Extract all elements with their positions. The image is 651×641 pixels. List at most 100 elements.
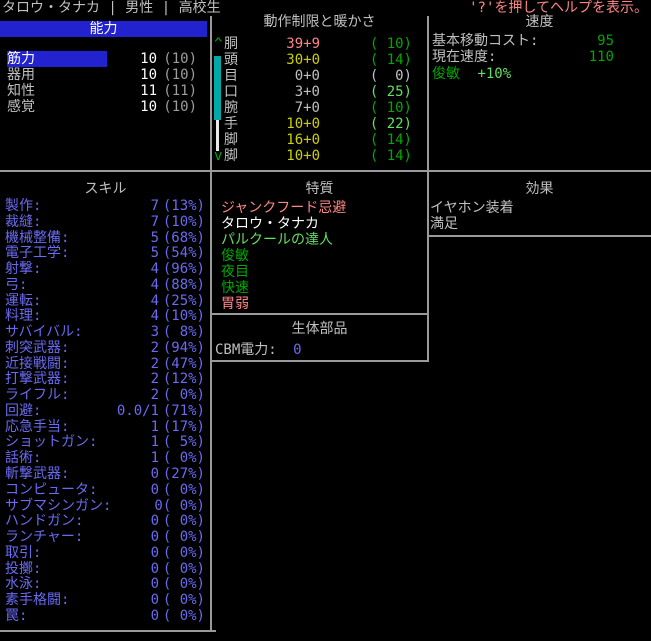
body-part-label: 頭	[224, 52, 238, 68]
skill-level: 0	[150, 466, 159, 483]
skill-label: 回避:	[5, 402, 42, 419]
encumbrance-row[interactable]: ^ 胴 39+9 ( 10)	[211, 36, 428, 52]
stat-label: 筋力	[7, 51, 107, 67]
stat-max-value: (10)	[163, 99, 197, 115]
skill-row[interactable]: 取引: 0( 0%)	[0, 544, 211, 562]
skill-row[interactable]: ショットガン: 1( 5%)	[0, 435, 211, 451]
skill-progress: (54%)	[162, 245, 205, 262]
skill-level: 0.0/1	[116, 402, 159, 419]
skill-progress: (88%)	[162, 276, 205, 293]
speed-row-value: 95	[597, 33, 614, 49]
trait-item[interactable]: パルクールの達人	[221, 232, 333, 248]
speed-row: 基本移動コスト: 95	[428, 33, 651, 49]
encumbrance-row[interactable]: 脚 16+0 ( 14)	[211, 132, 428, 148]
skill-row[interactable]: 製作: 7 (13%)	[0, 198, 211, 215]
skill-label: 刺突武器:	[5, 339, 70, 356]
trait-item[interactable]: 夜目	[221, 264, 249, 280]
skill-progress: (10%)	[162, 213, 205, 230]
skill-row[interactable]: ライフル: 2( 0%)	[0, 387, 211, 404]
encumbrance-row[interactable]: 口 3+0 ( 25)	[211, 84, 428, 100]
skill-label: 製作:	[5, 198, 42, 214]
trait-item[interactable]: 快速	[221, 280, 249, 296]
skill-row[interactable]: 素手格闘: 0( 0%)	[0, 592, 211, 609]
help-hint: '?'を押してヘルプを表示。	[469, 0, 648, 16]
skill-progress: (10%)	[162, 308, 205, 325]
skill-row[interactable]: サブマシンガン: 0( 0%)	[0, 497, 211, 515]
skill-progress: ( 5%)	[162, 434, 205, 451]
skill-label: 電子工学:	[5, 245, 70, 262]
stat-row[interactable]: 知性 11 (11)	[0, 83, 211, 99]
encumbrance-row[interactable]: 腕 7+0 ( 10)	[211, 100, 428, 116]
skill-row[interactable]: 打撃武器: 2 (12%)	[0, 372, 211, 388]
skill-row[interactable]: 話術: 1( 0%)	[0, 450, 211, 467]
skill-progress: (71%)	[162, 402, 205, 419]
trait-item[interactable]: 胃弱	[221, 296, 249, 312]
speed-panel: 速度 基本移動コスト: 95 現在速度: 110 俊敏 +10%	[428, 14, 651, 170]
skill-row[interactable]: 裁縫: 7 (10%)	[0, 213, 211, 231]
skill-row[interactable]: サバイバル: 3( 8%)	[0, 324, 211, 341]
skill-row[interactable]: 料理: 4 (10%)	[0, 309, 211, 325]
body-part-label: 腕	[224, 100, 238, 116]
skills-bottom-border	[0, 630, 216, 632]
abilities-header: 能力	[0, 21, 207, 37]
body-part-label: 脚	[224, 132, 238, 148]
traits-header: 特質	[305, 181, 334, 197]
skill-label: 投擲:	[5, 560, 42, 577]
skill-label: 射撃:	[5, 261, 42, 278]
skill-row[interactable]: 応急手当: 1 (17%)	[0, 418, 211, 436]
effect-item: イヤホン装着	[430, 200, 514, 216]
skill-level: 0	[150, 544, 159, 561]
skill-progress: (68%)	[162, 229, 205, 246]
skill-progress: (17%)	[162, 418, 205, 435]
encumbrance-row[interactable]: 手 10+0 ( 22)	[211, 116, 428, 132]
skill-level: 1	[150, 418, 159, 435]
stat-row[interactable]: 筋力 10 (10)	[0, 51, 211, 67]
stat-max-value: (10)	[163, 51, 197, 67]
skill-row[interactable]: 近接戦闘: 2 (47%)	[0, 356, 211, 373]
skill-row[interactable]: 電子工学: 5 (54%)	[0, 246, 211, 262]
encumbrance-row[interactable]: 頭 30+0 ( 14)	[211, 52, 428, 68]
trait-item[interactable]: 俊敏	[221, 248, 249, 264]
skill-row[interactable]: 水泳: 0( 0%)	[0, 577, 211, 593]
skill-row[interactable]: 刺突武器: 2 (94%)	[0, 339, 211, 357]
skill-row[interactable]: 弓: 4 (88%)	[0, 276, 211, 294]
trait-item[interactable]: タロウ・タナカ	[221, 216, 319, 232]
skill-label: 素手格闘:	[5, 592, 70, 609]
skill-level: 2	[150, 371, 159, 388]
skill-level: 1	[150, 434, 159, 451]
skill-row[interactable]: 射撃: 4 (96%)	[0, 261, 211, 278]
skill-level: 3	[150, 324, 159, 341]
skill-row[interactable]: 回避: 0.0/1 (71%)	[0, 402, 211, 420]
skill-row[interactable]: 機械整備: 5 (68%)	[0, 229, 211, 247]
effect-item: 満足	[430, 216, 458, 232]
skill-level: 0	[154, 497, 163, 514]
warmth-value: ( 25)	[369, 84, 412, 100]
stat-row[interactable]: 器用 10 (10)	[0, 67, 211, 83]
skill-level: 4	[150, 308, 159, 325]
skill-level: 7	[150, 213, 159, 230]
skill-label: サバイバル:	[5, 324, 83, 341]
skill-row[interactable]: 運転: 4 (25%)	[0, 293, 211, 310]
speed-row-label: 基本移動コスト:	[432, 33, 539, 49]
skill-progress: (13%)	[162, 198, 205, 214]
skill-row[interactable]: ランチャー: 0( 0%)	[0, 529, 211, 546]
encumbrance-row[interactable]: v 脚 10+0 ( 14)	[211, 148, 428, 164]
scroll-up-caret-icon: ^	[214, 36, 223, 52]
skill-row[interactable]: 罠: 0( 0%)	[0, 608, 211, 625]
encumbrance-row[interactable]: 目 0+0 ( 0)	[211, 68, 428, 84]
encumbrance-value: 0+0	[294, 68, 320, 84]
skill-row[interactable]: コンピュータ: 0( 0%)	[0, 482, 211, 499]
stat-row[interactable]: 感覚 10 (10)	[0, 99, 211, 115]
speed-row: 現在速度: 110	[428, 49, 651, 65]
speed-modifier-row: 俊敏 +10%	[428, 66, 651, 82]
effects-items: イヤホン装着 満足	[428, 200, 651, 232]
skill-progress: ( 0%)	[162, 513, 205, 530]
trait-item[interactable]: ジャンクフード忌避	[221, 200, 347, 216]
skill-row[interactable]: 斬撃武器: 0 (27%)	[0, 466, 211, 483]
encumbrance-value: 39+9	[286, 36, 320, 52]
skill-row[interactable]: ハンドガン: 0( 0%)	[0, 514, 211, 530]
skill-row[interactable]: 投擲: 0( 0%)	[0, 560, 211, 578]
skills-rows: 製作: 7 (13%) 裁縫: 7 (10%) 機械整備: 5 (68%) 電子工学: 5 (54%)…	[0, 198, 211, 625]
traits-bottom-border	[210, 313, 429, 315]
